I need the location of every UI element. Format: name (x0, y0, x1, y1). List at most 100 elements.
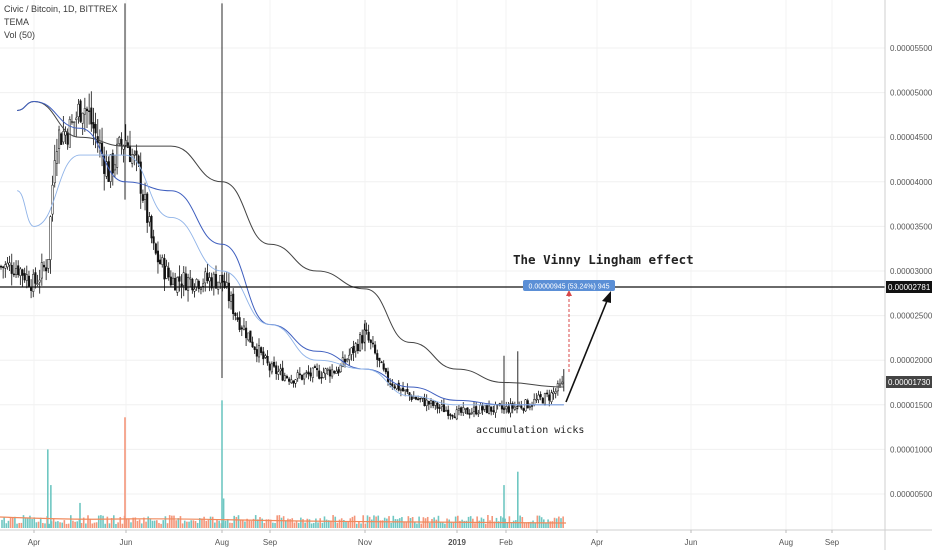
candle-body (552, 391, 555, 394)
volume-bar (87, 515, 89, 528)
candle-body (350, 347, 353, 355)
candle-body (464, 408, 467, 410)
volume-bar (233, 515, 235, 528)
volume-bar (360, 523, 362, 528)
volume-spike (79, 502, 81, 528)
y-tick-label: 0.00002000 (890, 356, 932, 365)
candle-body (53, 160, 56, 184)
candle-body (2, 266, 5, 269)
volume-bar (379, 520, 382, 528)
candle-body (427, 401, 430, 405)
volume-bar (351, 516, 354, 528)
volume-bar (24, 518, 27, 528)
headline-annotation[interactable]: The Vinny Lingham effect (513, 252, 694, 267)
indicator-volume-label[interactable]: Vol (50) (4, 30, 36, 40)
candle-body (111, 153, 114, 174)
candle-body (58, 129, 61, 149)
volume-bar (465, 520, 468, 528)
volume-bar (162, 520, 165, 528)
candle-body (472, 406, 476, 412)
candle-body (227, 282, 230, 302)
volume-bar (85, 523, 87, 528)
volume-bar (104, 523, 106, 528)
volume-bar (80, 522, 83, 528)
candle-body (548, 394, 551, 401)
volume-bar (538, 515, 541, 528)
candle-body (15, 268, 18, 275)
candle-body (434, 401, 437, 406)
candle-body (333, 370, 336, 374)
x-tick-label: Sep (825, 538, 840, 547)
volume-bar (63, 520, 66, 528)
projection-arrow[interactable] (565, 295, 610, 403)
candle-body (445, 409, 448, 412)
volume-bar (37, 521, 40, 528)
candle-body (412, 397, 415, 399)
y-axis[interactable]: 0.00000500 0.00001000 0.00001500 0.00002000… (890, 44, 932, 499)
volume-bar (343, 519, 345, 528)
plot-background (0, 0, 885, 530)
volume-bar (383, 517, 386, 528)
volume-bar (547, 519, 549, 528)
volume-bar (543, 519, 545, 528)
y-tick-label: 0.00002500 (890, 312, 932, 321)
candle-body (558, 383, 562, 386)
candle-body (0, 265, 3, 268)
indicator-tema-label[interactable]: TEMA (4, 17, 30, 27)
current-price-tag (886, 376, 932, 388)
candle-body (393, 386, 396, 388)
volume-bar (429, 522, 431, 528)
volume-bar (5, 523, 8, 528)
y-tick-label: 0.00005000 (890, 89, 932, 98)
volume-bar (229, 522, 231, 528)
volume-bar (368, 516, 371, 528)
candle-body (326, 368, 329, 371)
candle-body (524, 399, 527, 412)
volume-bar (510, 523, 513, 528)
volume-bar (149, 518, 152, 528)
volume-bar (297, 522, 300, 528)
candle-body (34, 272, 37, 284)
candle-body (550, 392, 553, 403)
candle-body (423, 397, 426, 407)
x-axis[interactable]: Apr Jun Aug Sep Nov 2019 Feb Apr Jun Aug Sep (28, 530, 840, 547)
volume-bar (398, 518, 401, 528)
wicks-annotation[interactable]: accumulation wicks (476, 425, 584, 436)
candle-body (260, 347, 263, 353)
volume-spike (50, 485, 52, 528)
volume-bar (119, 516, 122, 528)
candle-body (131, 154, 134, 164)
candle-body (404, 389, 407, 392)
candle-body (171, 277, 175, 285)
volume-bar (242, 520, 244, 528)
volume-bar (35, 522, 38, 528)
candle-body (167, 267, 170, 278)
volume-bar (416, 523, 418, 528)
volume-bar (74, 521, 76, 528)
candle-body (382, 363, 385, 370)
volume-bar (91, 523, 94, 528)
candle-body (107, 161, 110, 182)
volume-bar (166, 523, 169, 528)
volume-bar (459, 520, 461, 528)
candle-body (531, 405, 534, 407)
candle-body (425, 399, 428, 407)
volume-bar (551, 521, 554, 528)
resistance-price-tag (886, 281, 932, 293)
volume-bar (347, 521, 349, 528)
chart-title[interactable]: Civic / Bitcoin, 1D, BITTREX (4, 4, 118, 14)
volume-bar (27, 518, 29, 528)
candle-body (361, 335, 364, 344)
measure-box[interactable] (523, 280, 615, 291)
candle-body (85, 108, 89, 112)
volume-bar (113, 515, 115, 528)
volume-bar (482, 518, 485, 528)
volume-bar (153, 520, 156, 528)
volume-bar (1, 519, 3, 528)
candlesticks (0, 3, 565, 421)
y-tick-label: 0.00001000 (890, 445, 932, 454)
candle-body (240, 327, 243, 330)
candle-body (365, 329, 368, 332)
volume-bar (536, 515, 539, 528)
